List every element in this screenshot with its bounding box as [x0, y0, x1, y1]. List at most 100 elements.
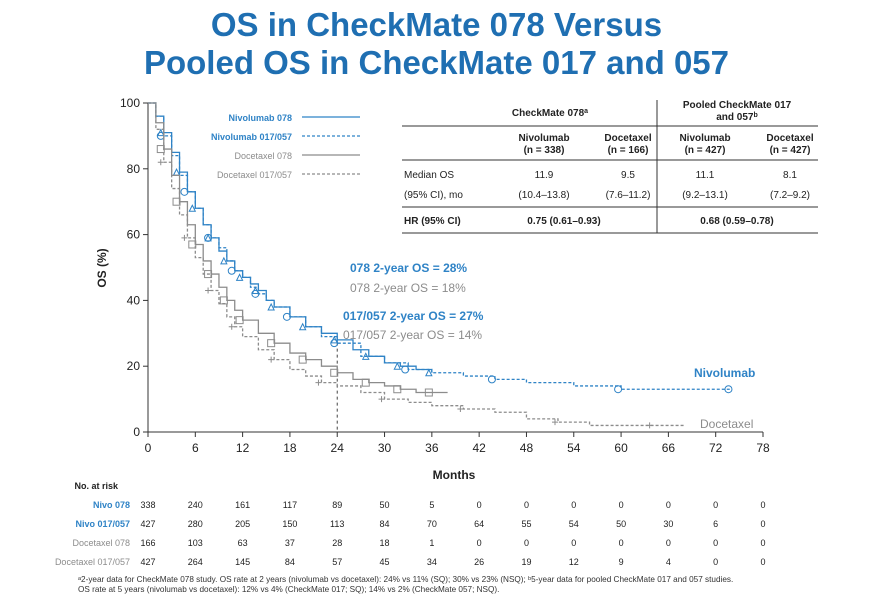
risk-row-label: Nivo 017/057: [75, 519, 130, 529]
risk-cell: 0: [760, 519, 765, 529]
y-axis-label: OS (%): [95, 248, 109, 287]
risk-cell: 0: [713, 538, 718, 548]
risk-cell: 28: [332, 538, 342, 548]
risk-cell: 205: [235, 519, 250, 529]
risk-cell: 280: [188, 519, 203, 529]
legend: Nivolumab 078 Nivolumab 017/057 Docetaxel …: [211, 113, 360, 180]
x-tick-label: 24: [331, 441, 345, 455]
censor-marker: [425, 368, 433, 377]
x-tick-label: 78: [756, 441, 770, 455]
risk-cell: 161: [235, 500, 250, 510]
censor-marker: [267, 339, 276, 348]
x-tick-label: 6: [192, 441, 199, 455]
risk-cell: 63: [238, 538, 248, 548]
risk-cell: 0: [760, 538, 765, 548]
risk-cell: 0: [760, 557, 765, 567]
censor-marker: [228, 323, 235, 330]
risk-cell: 45: [380, 557, 390, 567]
risk-cell: 113: [330, 519, 344, 529]
title-line-1: OS in CheckMate 078 Versus: [210, 6, 663, 43]
censor-marker: [220, 256, 228, 265]
censor-marker: [393, 385, 402, 394]
censor-marker: [646, 422, 653, 429]
table-group2-header-line1: Pooled CheckMate 017: [683, 100, 792, 111]
risk-cell: 54: [569, 519, 579, 529]
risk-cell: 18: [380, 538, 390, 548]
risk-cell: 117: [283, 500, 297, 510]
annotation-doce078-2yr: 078 2-year OS = 18%: [350, 281, 466, 295]
table-cell-ci: (10.4–13.8): [518, 190, 569, 201]
axes-layer: 0 20 40 60 80 100 0 6 12 18 24 30 36 42 48 54 60 66 72 78: [120, 96, 770, 455]
censor-marker: [268, 356, 275, 363]
annotation-doce017-2yr: 017/057 2-year OS = 14%: [343, 328, 482, 342]
censor-marker: [205, 287, 212, 294]
legend-label-2: Docetaxel 078: [234, 151, 292, 161]
censor-marker: [361, 378, 370, 387]
table-col-name: Nivolumab: [518, 133, 569, 144]
censor-marker: [235, 316, 244, 325]
risk-cell: 64: [474, 519, 484, 529]
x-tick-label: 60: [614, 441, 628, 455]
risk-cell: 0: [619, 538, 624, 548]
censor-marker: [188, 240, 197, 249]
x-tick-label: 48: [520, 441, 534, 455]
risk-cell: 30: [663, 519, 673, 529]
table-col-name: Nivolumab: [679, 133, 730, 144]
risk-cell: 50: [380, 500, 390, 510]
censor-marker: [330, 368, 339, 377]
risk-cell: 1: [429, 538, 434, 548]
risk-cell: 0: [666, 500, 671, 510]
risk-cell: 4: [666, 557, 671, 567]
risk-cell: 70: [427, 519, 437, 529]
annotation-nivo017-2yr: 017/057 2-year OS = 27%: [343, 309, 484, 323]
risk-cell: 37: [285, 538, 295, 548]
x-tick-label: 30: [378, 441, 392, 455]
risk-cell: 0: [713, 557, 718, 567]
risk-cell: 57: [332, 557, 342, 567]
annotation-nivo078-2yr: 078 2-year OS = 28%: [350, 261, 467, 275]
risk-cell: 145: [235, 557, 250, 567]
title-line-2: Pooled OS in CheckMate 017 and 057: [143, 44, 730, 81]
censor-marker: [251, 289, 260, 298]
table-cell-ci: (7.2–9.2): [770, 190, 810, 201]
legend-label-0: Nivolumab 078: [228, 113, 292, 123]
risk-cell: 0: [524, 500, 529, 510]
annotation-layer: 078 2-year OS = 28% 078 2-year OS = 18% …: [95, 248, 755, 482]
censor-marker: [298, 355, 307, 364]
censor-marker: [724, 385, 733, 394]
censor-marker: [315, 379, 322, 386]
risk-cell: 0: [571, 538, 576, 548]
table-hr-078: 0.75 (0.61–0.93): [527, 216, 600, 227]
table-hr-pooled: 0.68 (0.59–0.78): [700, 216, 773, 227]
x-tick-label: 12: [236, 441, 250, 455]
risk-row-label: Nivo 078: [93, 500, 130, 510]
table-hr-label: HR (95% CI): [404, 216, 461, 227]
censor-marker: [614, 385, 623, 394]
censor-marker: [181, 234, 188, 241]
x-tick-label: 42: [472, 441, 486, 455]
risk-cell: 0: [619, 500, 624, 510]
footnote-line-2: OS rate at 5 years (nivolumab vs docetax…: [78, 585, 500, 594]
risk-cell: 0: [477, 500, 482, 510]
table-row2-label: (95% CI), mo: [404, 190, 463, 201]
censor-marker: [235, 273, 244, 281]
censor-marker: [487, 375, 496, 384]
series-line-3: [148, 102, 685, 427]
x-tick-label: 66: [662, 441, 676, 455]
end-label-docetaxel: Docetaxel: [700, 417, 753, 431]
censor-marker: [227, 266, 236, 275]
summary-table: CheckMate 078a Pooled CheckMate 017 and …: [402, 100, 818, 234]
table-group1-header: CheckMate 078a: [512, 108, 588, 119]
y-tick-label: 40: [127, 293, 141, 307]
censor-marker: [424, 388, 433, 397]
y-tick-label: 80: [127, 162, 141, 176]
table-cell-median: 9.5: [621, 170, 635, 181]
censor-marker: [378, 396, 385, 403]
risk-cell: 0: [524, 538, 529, 548]
censor-marker: [552, 419, 558, 426]
table-cell-median: 8.1: [783, 170, 797, 181]
risk-cell: 19: [521, 557, 531, 567]
x-tick-label: 18: [283, 441, 297, 455]
risk-cell: 5: [429, 500, 434, 510]
risk-row-label: Docetaxel 017/057: [55, 557, 130, 567]
